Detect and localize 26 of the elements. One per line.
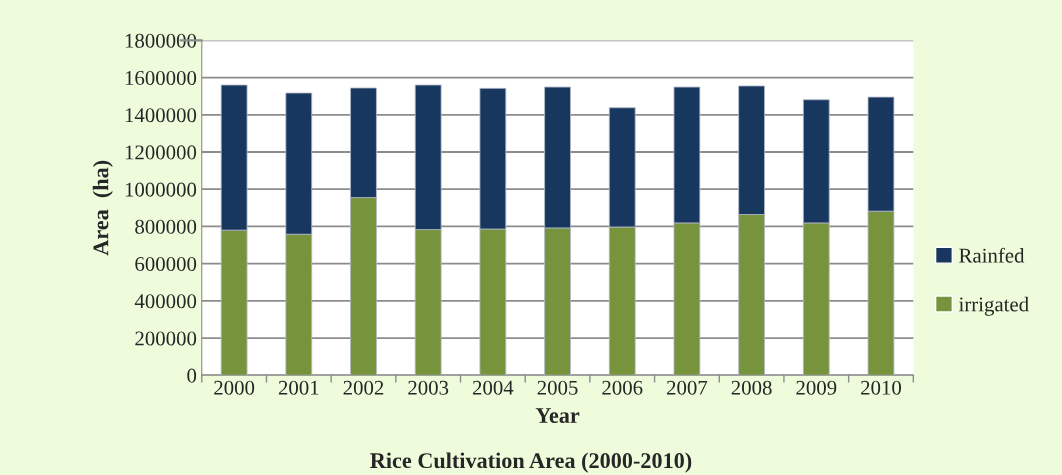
x-tick-label: 2000 [214,380,255,395]
x-tick-label: 2001 [278,380,319,395]
x-tick-label: 2004 [472,380,514,395]
y-tick-label: 1800000 [125,33,197,48]
y-tick-label: 1000000 [125,182,197,197]
y-tick-label: 0 [187,368,197,383]
y-tick-label: 600000 [135,257,197,272]
x-axis-title: Year [535,408,580,423]
x-tick-label: 2009 [796,380,837,395]
x-tick-label: 2006 [602,380,643,395]
x-tick-label: 2002 [343,380,384,395]
y-axis-title: Area (ha) [92,160,113,256]
y-tick-label: 200000 [135,331,197,346]
x-tick-label: 2008 [731,380,772,395]
legend-label: irrigated [958,296,1029,316]
legend-label: Rainfed [959,247,1025,263]
y-tick-label: 1400000 [125,108,197,123]
text: Rice Cultivation Area (2000-2010) [370,452,692,473]
y-tick-label: 800000 [135,219,197,234]
y-tick-label: 400000 [134,294,197,309]
y-tick-label: 1200000 [125,145,197,160]
x-tick-label: 2003 [408,380,449,395]
x-tick-label: 2007 [667,380,708,395]
x-tick-label: 2010 [861,380,902,395]
x-tick-label: 2005 [537,380,578,395]
y-tick-label: 1600000 [125,70,197,86]
